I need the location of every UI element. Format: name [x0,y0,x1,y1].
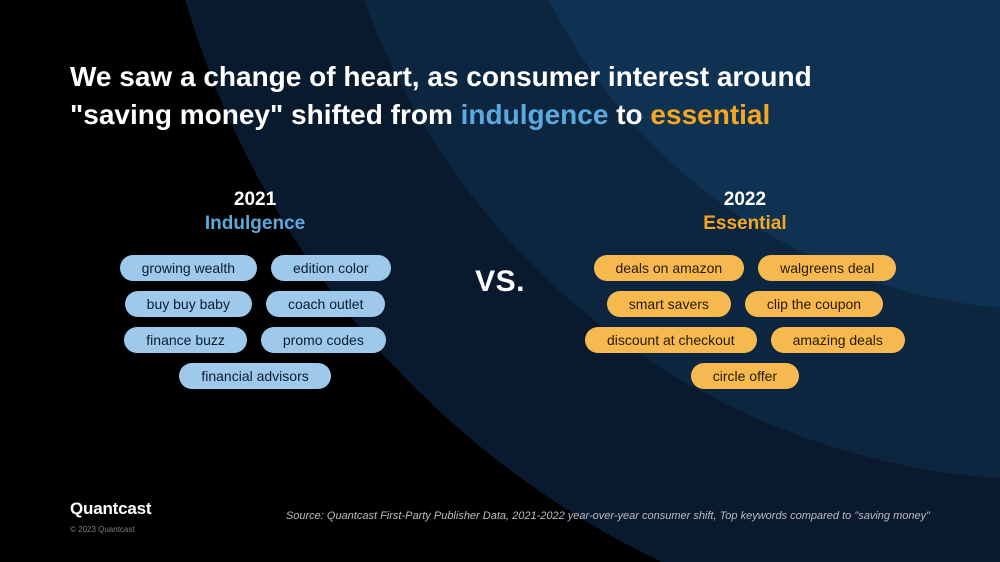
source-citation: Source: Quantcast First-Party Publisher … [286,510,930,522]
footer: Quantcast © 2023 Quantcast Source: Quant… [70,499,930,534]
pill-item: coach outlet [266,291,386,317]
headline-highlight-essential: essential [650,99,770,130]
pill-item: clip the coupon [745,291,883,317]
pill-item: circle offer [691,363,799,389]
headline-part2: to [608,99,650,130]
year-left: 2021 [234,189,276,211]
pill-item: finance buzz [124,327,247,353]
brand-block: Quantcast © 2023 Quantcast [70,499,151,534]
pill-item: growing wealth [120,255,257,281]
pills-right: deals on amazon walgreens deal smart sav… [565,255,925,389]
pill-item: walgreens deal [758,255,896,281]
comparison-row: 2021 Indulgence growing wealth edition c… [70,189,930,389]
brand-logo-text: Quantcast [70,499,151,519]
copyright: © 2023 Quantcast [70,525,151,534]
pill-item: buy buy baby [125,291,252,317]
headline-highlight-indulgence: indulgence [461,99,609,130]
pill-item: promo codes [261,327,386,353]
subtitle-left: Indulgence [205,213,305,235]
pill-item: discount at checkout [585,327,757,353]
year-right: 2022 [724,189,766,211]
pill-item: deals on amazon [594,255,745,281]
pill-item: amazing deals [771,327,905,353]
subtitle-right: Essential [703,213,786,235]
column-2021: 2021 Indulgence growing wealth edition c… [75,189,435,389]
pill-item: smart savers [607,291,731,317]
pill-item: edition color [271,255,391,281]
headline: We saw a change of heart, as consumer in… [70,58,890,134]
pill-item: financial advisors [179,363,330,389]
column-2022: 2022 Essential deals on amazon walgreens… [565,189,925,389]
vs-label: VS. [475,265,525,299]
pills-left: growing wealth edition color buy buy bab… [75,255,435,389]
